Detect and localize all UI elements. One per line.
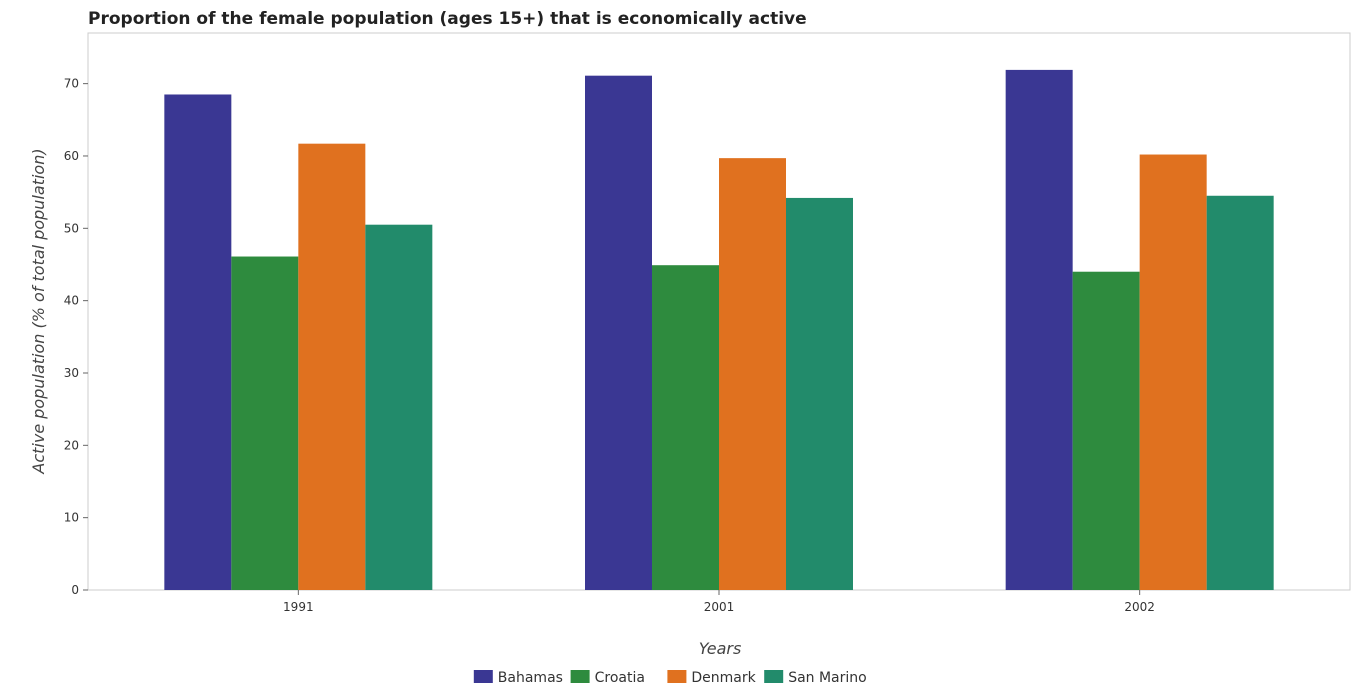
bar-san-marino-2001 <box>786 197 853 590</box>
bar-bahamas-2001 <box>585 75 652 591</box>
y-tick-label: 70 <box>64 77 79 91</box>
x-tick-label: 1991 <box>283 600 314 614</box>
legend-label-croatia: Croatia <box>595 670 645 686</box>
y-tick-label: 30 <box>64 366 79 380</box>
y-tick-label: 50 <box>64 221 79 235</box>
bar-croatia-2002 <box>1072 271 1140 590</box>
x-axis-label: Years <box>699 639 742 658</box>
bar-croatia-1991 <box>231 256 299 590</box>
legend-swatch-denmark <box>667 670 687 683</box>
chart-title: Proportion of the female population (age… <box>88 9 807 29</box>
bar-bahamas-2002 <box>1005 69 1073 590</box>
legend-swatch-bahamas <box>473 670 493 683</box>
bar-san-marino-1991 <box>365 224 433 590</box>
bar-san-marino-2002 <box>1206 195 1274 590</box>
legend-swatch-san-marino <box>764 670 784 683</box>
x-tick-label: 2001 <box>704 600 735 614</box>
y-axis-label: Active population (% of total population… <box>29 148 48 474</box>
bar-croatia-2001 <box>652 265 719 590</box>
legend: Bahamas Croatia Denmark San Marino <box>473 670 867 686</box>
bar-bahamas-1991 <box>164 94 232 591</box>
bar-denmark-2001 <box>719 158 786 590</box>
y-tick-label: 40 <box>64 294 79 308</box>
y-tick-label: 20 <box>64 438 79 452</box>
legend-label-bahamas: Bahamas <box>498 670 563 686</box>
legend-swatch-croatia <box>570 670 590 683</box>
bar-denmark-1991 <box>298 143 366 590</box>
y-tick-label: 0 <box>71 583 79 597</box>
y-tick-label: 10 <box>64 511 79 525</box>
legend-label-san-marino: San Marino <box>788 670 867 686</box>
plot-area: 0 10 20 30 40 50 60 70 1991 2001 2002 <box>64 32 1351 614</box>
y-tick-label: 60 <box>64 149 79 163</box>
legend-label-denmark: Denmark <box>691 670 756 686</box>
bar-denmark-2002 <box>1139 154 1207 590</box>
x-tick-label: 2002 <box>1124 600 1155 614</box>
